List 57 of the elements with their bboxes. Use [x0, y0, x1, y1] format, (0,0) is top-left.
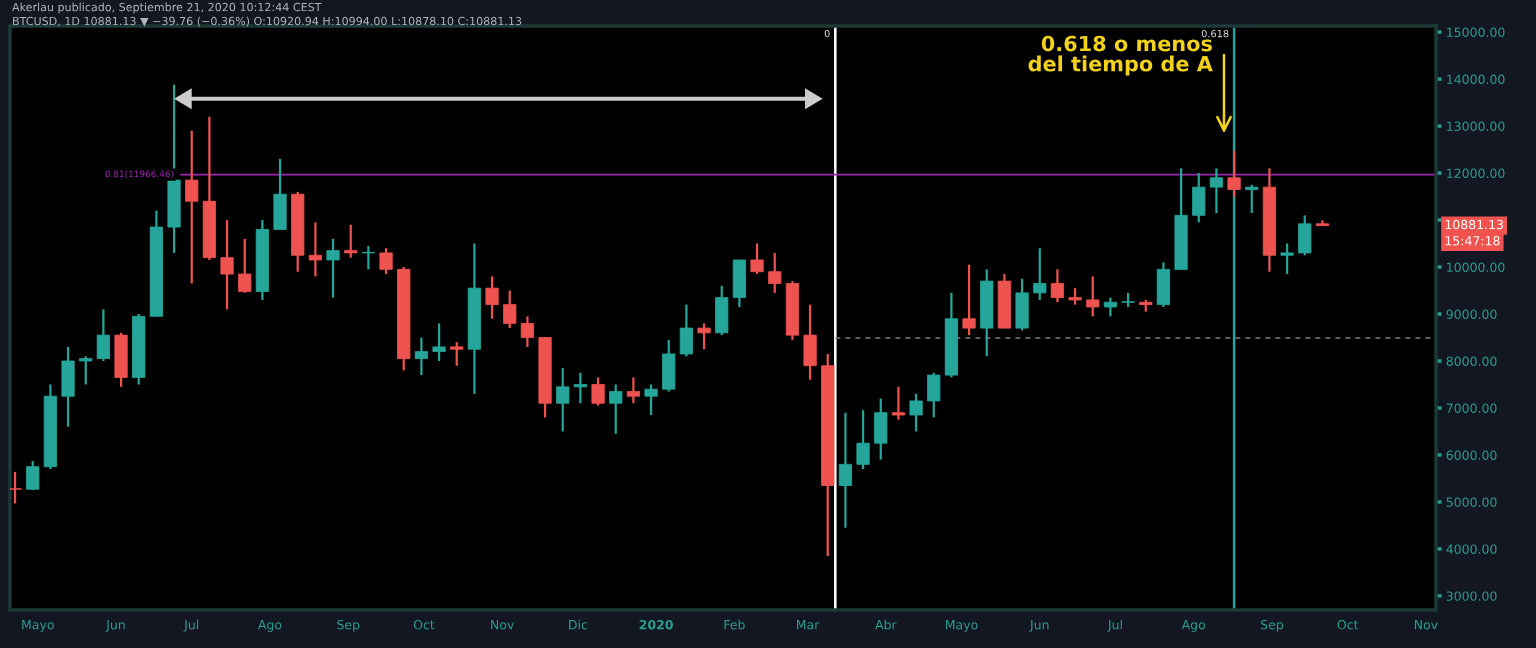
- candlestick: [556, 366, 570, 433]
- candlestick: [1015, 277, 1029, 332]
- candlestick: [326, 237, 340, 299]
- candlestick: [220, 218, 234, 311]
- candlestick: [1103, 296, 1118, 318]
- candlestick: [573, 371, 587, 405]
- candlestick: [432, 322, 446, 363]
- candlestick: [909, 392, 923, 433]
- candlestick: [520, 315, 534, 348]
- candlestick: [1245, 183, 1259, 215]
- candlestick: [732, 258, 747, 309]
- candlestick: [344, 223, 358, 259]
- candlestick: [61, 345, 75, 428]
- candlestick: [1156, 261, 1171, 309]
- candlestick: [715, 284, 729, 337]
- candlestick: [273, 157, 287, 231]
- candlestick: [361, 244, 375, 271]
- candlestick: [1050, 268, 1065, 304]
- candlestick: [1033, 247, 1047, 302]
- candlestick: [591, 376, 605, 407]
- candlestick: [1086, 275, 1100, 318]
- candlestick: [980, 268, 994, 358]
- candlestick: [96, 308, 110, 363]
- candlestick: [1298, 214, 1312, 257]
- candlestick: [79, 355, 93, 386]
- candlestick: [1209, 167, 1224, 215]
- candlestick: [768, 251, 782, 294]
- candlestick: [891, 385, 906, 421]
- candlestick: [856, 409, 870, 471]
- candlestick: [308, 221, 322, 278]
- candlestick: [114, 331, 128, 388]
- annotation: 0.618 o menos del tiempo de A: [1028, 35, 1213, 76]
- candlestick: [185, 129, 199, 285]
- candlestick: [997, 272, 1012, 330]
- candlestick: [26, 459, 40, 492]
- candlestick: [962, 263, 976, 337]
- candlestick: [414, 336, 428, 377]
- candlestick: [803, 303, 817, 381]
- candlestick: [750, 242, 764, 276]
- candlestick: [1280, 242, 1294, 276]
- candlestick: [697, 322, 711, 351]
- candlestick: [485, 275, 499, 320]
- candlestick: [1227, 149, 1241, 198]
- candlestick: [503, 289, 517, 330]
- candlestick: [662, 338, 676, 393]
- candlestick: [238, 237, 252, 294]
- candlestick: [609, 383, 623, 435]
- candlestick: [1192, 171, 1206, 224]
- candlestick: [874, 397, 888, 461]
- candlestick: [450, 341, 464, 367]
- candlestick: [626, 376, 641, 405]
- candlestick: [838, 411, 853, 529]
- candlestick: [379, 247, 393, 276]
- candlestick: [10, 470, 22, 505]
- candlestick: [644, 383, 658, 417]
- candlestick: [927, 371, 941, 419]
- candlestick: [679, 303, 694, 358]
